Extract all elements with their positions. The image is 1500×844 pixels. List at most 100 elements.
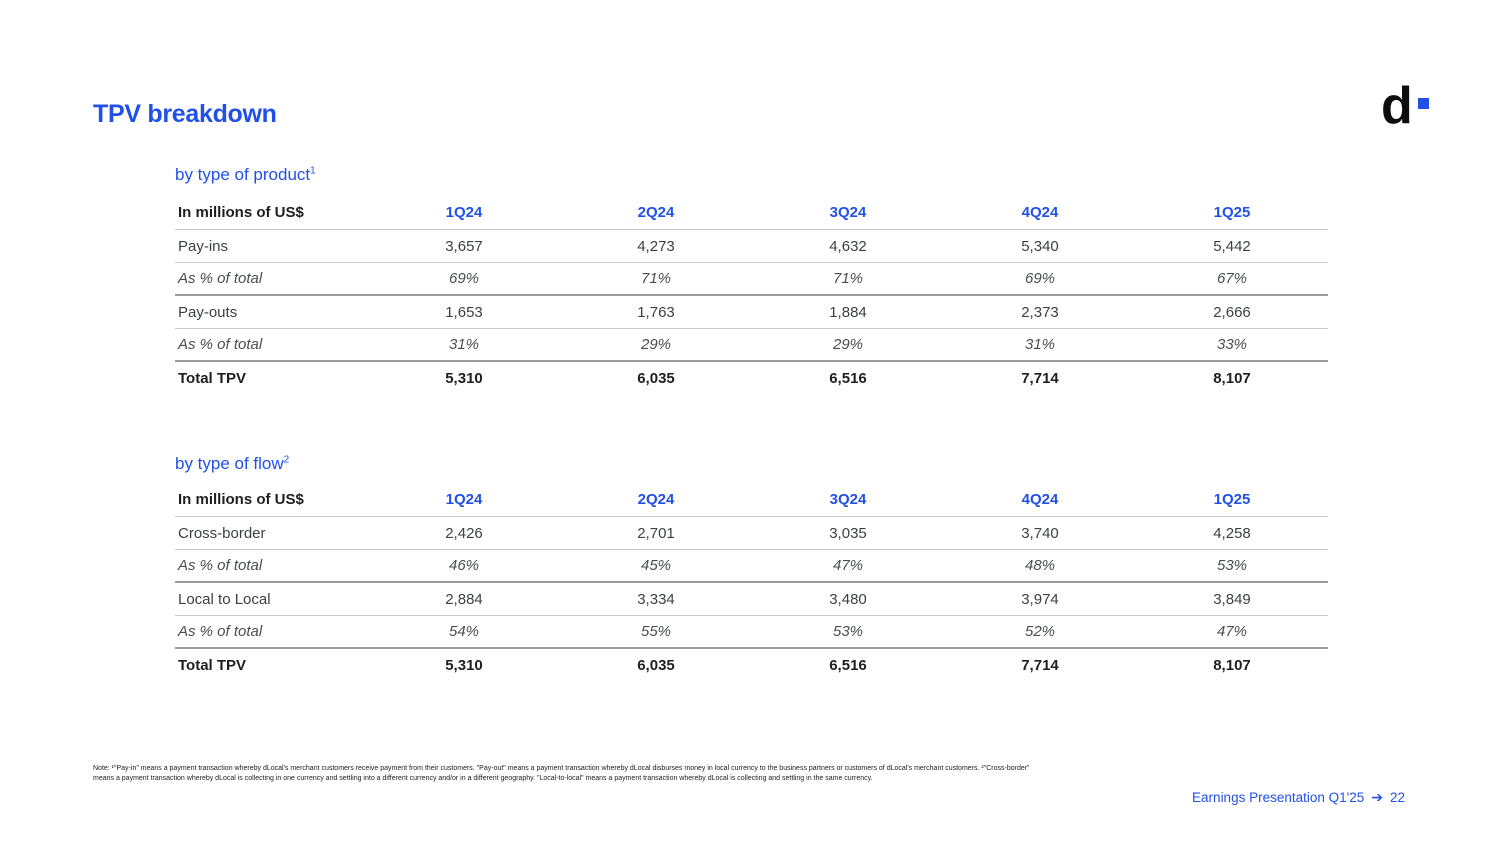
cell-value: 33% bbox=[1216, 336, 1248, 353]
column-header: 2Q24 bbox=[637, 204, 675, 221]
footnote: Note: ¹"Pay-in" means a payment transact… bbox=[93, 765, 1030, 782]
table-total-row: Total TPV 5,310 6,035 6,516 7,714 8,107 bbox=[175, 649, 1328, 682]
cell-value: 1,763 bbox=[637, 303, 675, 321]
cell-value: 1,884 bbox=[829, 303, 867, 321]
row-label: As % of total bbox=[178, 270, 263, 287]
cell-value: 4,273 bbox=[637, 237, 675, 255]
page-title: TPV breakdown bbox=[93, 100, 277, 128]
cell-value: 45% bbox=[640, 557, 672, 574]
row-label: Total TPV bbox=[178, 657, 247, 674]
cell-value: 1,653 bbox=[445, 303, 483, 321]
section-heading-flow: by type of flow2 bbox=[175, 454, 290, 473]
cell-value: 3,974 bbox=[1021, 590, 1059, 608]
column-header: 3Q24 bbox=[829, 204, 867, 221]
table-row: As % of total 54% 55% 53% 52% 47% bbox=[175, 616, 1328, 649]
unit-label: In millions of US$ bbox=[178, 204, 304, 221]
cell-value: 7,714 bbox=[1021, 657, 1059, 674]
table-total-row: Total TPV 5,310 6,035 6,516 7,714 8,107 bbox=[175, 362, 1328, 395]
column-header: 1Q24 bbox=[445, 491, 483, 508]
cell-value: 3,334 bbox=[637, 590, 675, 608]
footer-link[interactable]: Earnings Presentation Q1'25 bbox=[1192, 790, 1365, 805]
column-header: 3Q24 bbox=[829, 491, 867, 508]
table-header-row: In millions of US$ 1Q24 2Q24 3Q24 4Q24 1… bbox=[175, 196, 1328, 230]
cell-value: 54% bbox=[448, 623, 480, 640]
row-label: As % of total bbox=[178, 557, 263, 574]
table-row: Pay-ins 3,657 4,273 4,632 5,340 5,442 bbox=[175, 230, 1328, 263]
cell-value: 29% bbox=[832, 336, 864, 353]
row-label: Pay-outs bbox=[178, 303, 238, 321]
unit-label: In millions of US$ bbox=[178, 491, 304, 508]
table-tpv-by-flow: In millions of US$ 1Q24 2Q24 3Q24 4Q24 1… bbox=[175, 483, 1328, 682]
footnote-ref-1: 1 bbox=[310, 165, 316, 177]
table-tpv-by-product: In millions of US$ 1Q24 2Q24 3Q24 4Q24 1… bbox=[175, 196, 1328, 395]
dlocal-logo-letter: d bbox=[1381, 77, 1413, 135]
dlocal-logo: d bbox=[1381, 80, 1429, 132]
cell-value: 29% bbox=[640, 336, 672, 353]
cell-value: 2,373 bbox=[1021, 303, 1059, 321]
cell-value: 6,516 bbox=[829, 370, 867, 387]
page-number: 22 bbox=[1389, 790, 1405, 805]
table-row: As % of total 46% 45% 47% 48% 53% bbox=[175, 550, 1328, 583]
cell-value: 71% bbox=[832, 270, 864, 287]
cell-value: 8,107 bbox=[1213, 370, 1251, 387]
cell-value: 69% bbox=[1024, 270, 1056, 287]
cell-value: 3,480 bbox=[829, 590, 867, 608]
cell-value: 52% bbox=[1024, 623, 1056, 640]
cell-value: 55% bbox=[640, 623, 672, 640]
cell-value: 6,035 bbox=[637, 657, 675, 674]
cell-value: 2,701 bbox=[637, 524, 675, 542]
cell-value: 47% bbox=[1216, 623, 1248, 640]
cell-value: 47% bbox=[832, 557, 864, 574]
cell-value: 53% bbox=[832, 623, 864, 640]
row-label: Total TPV bbox=[178, 370, 247, 387]
column-header: 1Q25 bbox=[1213, 491, 1251, 508]
cell-value: 7,714 bbox=[1021, 370, 1059, 387]
cell-value: 3,849 bbox=[1213, 590, 1251, 608]
cell-value: 4,632 bbox=[829, 237, 867, 255]
cell-value: 3,657 bbox=[445, 237, 483, 255]
row-label: As % of total bbox=[178, 623, 263, 640]
row-label: Pay-ins bbox=[178, 237, 229, 255]
cell-value: 48% bbox=[1024, 557, 1056, 574]
cell-value: 46% bbox=[448, 557, 480, 574]
footnote-ref-2: 2 bbox=[283, 454, 290, 466]
cell-value: 2,426 bbox=[445, 524, 483, 542]
table-row: Local to Local 2,884 3,334 3,480 3,974 3… bbox=[175, 583, 1328, 616]
arrow-right-icon: ➔ bbox=[1371, 789, 1383, 805]
table-row: As % of total 31% 29% 29% 31% 33% bbox=[175, 329, 1328, 362]
column-header: 2Q24 bbox=[637, 491, 675, 508]
cell-value: 2,884 bbox=[445, 590, 483, 608]
section-heading-product: by type of product1 bbox=[175, 165, 316, 184]
cell-value: 5,340 bbox=[1021, 237, 1059, 255]
row-label: As % of total bbox=[178, 336, 263, 353]
cell-value: 71% bbox=[640, 270, 672, 287]
cell-value: 6,516 bbox=[829, 657, 867, 674]
column-header: 4Q24 bbox=[1021, 491, 1059, 508]
column-header: 1Q24 bbox=[445, 204, 483, 221]
cell-value: 2,666 bbox=[1213, 303, 1251, 321]
column-header: 1Q25 bbox=[1213, 204, 1251, 221]
table-header-row: In millions of US$ 1Q24 2Q24 3Q24 4Q24 1… bbox=[175, 483, 1328, 517]
cell-value: 3,740 bbox=[1021, 524, 1059, 542]
cell-value: 5,442 bbox=[1213, 237, 1251, 255]
table-row: Pay-outs 1,653 1,763 1,884 2,373 2,666 bbox=[175, 296, 1328, 329]
cell-value: 4,258 bbox=[1213, 524, 1251, 542]
dlocal-logo-dot-icon bbox=[1417, 97, 1429, 109]
cell-value: 69% bbox=[448, 270, 480, 287]
table-row: Cross-border 2,426 2,701 3,035 3,740 4,2… bbox=[175, 517, 1328, 550]
cell-value: 31% bbox=[1024, 336, 1056, 353]
row-label: Cross-border bbox=[178, 524, 266, 542]
table-row: As % of total 69% 71% 71% 69% 67% bbox=[175, 263, 1328, 296]
slide-footer: Earnings Presentation Q1'25 ➔ 22 bbox=[1192, 789, 1405, 806]
cell-value: 67% bbox=[1216, 270, 1248, 287]
cell-value: 8,107 bbox=[1213, 657, 1251, 674]
cell-value: 6,035 bbox=[637, 370, 675, 387]
cell-value: 3,035 bbox=[829, 524, 867, 542]
cell-value: 5,310 bbox=[445, 370, 483, 387]
cell-value: 31% bbox=[448, 336, 480, 353]
cell-value: 5,310 bbox=[445, 657, 483, 674]
column-header: 4Q24 bbox=[1021, 204, 1059, 221]
cell-value: 53% bbox=[1216, 557, 1248, 574]
row-label: Local to Local bbox=[178, 590, 271, 608]
